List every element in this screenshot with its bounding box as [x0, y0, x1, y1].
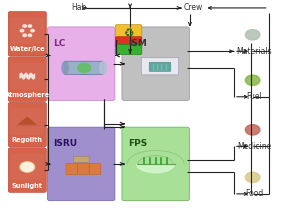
Circle shape — [21, 163, 33, 171]
Text: Hab: Hab — [71, 3, 87, 12]
Circle shape — [245, 75, 260, 85]
FancyBboxPatch shape — [8, 57, 46, 102]
FancyBboxPatch shape — [116, 44, 142, 54]
Text: Sunlight: Sunlight — [12, 183, 43, 189]
FancyBboxPatch shape — [8, 102, 46, 147]
FancyBboxPatch shape — [116, 25, 142, 40]
Polygon shape — [19, 118, 36, 125]
Circle shape — [28, 34, 32, 37]
Circle shape — [31, 29, 34, 32]
Text: Food: Food — [245, 189, 263, 198]
Text: ♻: ♻ — [123, 27, 134, 40]
Text: Atmosphere: Atmosphere — [5, 92, 50, 98]
Ellipse shape — [65, 62, 103, 74]
Text: ISM: ISM — [128, 39, 147, 48]
Circle shape — [20, 162, 34, 172]
Circle shape — [245, 30, 260, 40]
FancyBboxPatch shape — [78, 163, 89, 175]
Bar — [135, 151, 176, 164]
FancyBboxPatch shape — [64, 61, 104, 74]
Circle shape — [20, 29, 24, 32]
FancyBboxPatch shape — [11, 17, 44, 44]
FancyBboxPatch shape — [141, 58, 179, 75]
FancyBboxPatch shape — [122, 127, 189, 201]
FancyBboxPatch shape — [11, 154, 44, 181]
Circle shape — [23, 25, 26, 27]
Text: ISRU: ISRU — [53, 139, 77, 148]
Circle shape — [78, 63, 91, 72]
Ellipse shape — [100, 62, 106, 74]
Circle shape — [28, 25, 32, 27]
FancyBboxPatch shape — [8, 11, 46, 56]
FancyBboxPatch shape — [47, 127, 115, 201]
FancyBboxPatch shape — [122, 27, 189, 100]
FancyBboxPatch shape — [8, 148, 46, 192]
Text: LC: LC — [53, 39, 66, 48]
Text: Materials: Materials — [236, 47, 272, 56]
Text: Regolith: Regolith — [12, 137, 43, 143]
FancyBboxPatch shape — [89, 163, 101, 175]
Text: Water/Ice: Water/Ice — [9, 46, 45, 52]
FancyBboxPatch shape — [116, 37, 142, 47]
FancyBboxPatch shape — [74, 156, 89, 162]
FancyBboxPatch shape — [149, 62, 171, 71]
Ellipse shape — [62, 62, 68, 74]
Circle shape — [23, 34, 26, 37]
Text: Crew: Crew — [183, 3, 202, 12]
Text: Fuel: Fuel — [246, 92, 262, 101]
Text: Medicine: Medicine — [237, 142, 271, 151]
Text: FPS: FPS — [128, 139, 147, 148]
Ellipse shape — [137, 155, 175, 173]
Circle shape — [245, 125, 260, 135]
FancyBboxPatch shape — [11, 63, 44, 89]
FancyBboxPatch shape — [11, 108, 44, 135]
FancyBboxPatch shape — [66, 163, 77, 175]
FancyBboxPatch shape — [47, 27, 115, 100]
Circle shape — [245, 172, 260, 182]
